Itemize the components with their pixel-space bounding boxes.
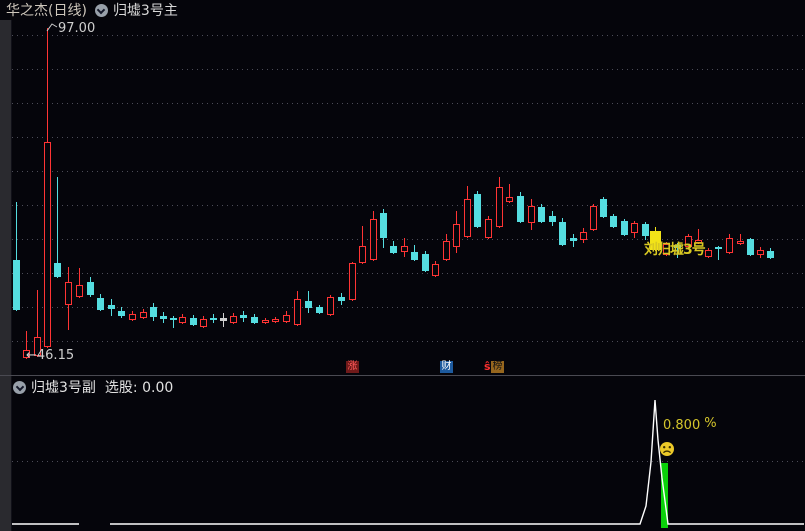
gridline: [12, 341, 805, 342]
watermark-cai-badge: 财: [440, 361, 453, 373]
gridline: [12, 171, 805, 172]
gridline: [12, 239, 805, 240]
chevron-down-circle-icon[interactable]: [94, 3, 108, 17]
watermark-zhang-badge: 涨: [346, 361, 359, 373]
panel-divider[interactable]: [0, 375, 805, 376]
main-chart-header: 华之杰(日线) 归墟3号主: [0, 0, 805, 20]
percent-label: 0.800%: [663, 416, 717, 433]
sub-indicator-label[interactable]: 归墟3号副: [31, 380, 96, 396]
stock-pick-value: 选股: 0.00: [104, 380, 174, 396]
watermark-s-arrow-icon: ŝ: [484, 360, 491, 373]
gridline: [12, 307, 805, 308]
buy-signal-text: 刘归墟3号: [644, 242, 706, 258]
gridline: [12, 103, 805, 104]
high-leader-line: [46, 23, 58, 32]
gridline: [12, 69, 805, 70]
chevron-down-circle-icon[interactable]: [13, 380, 26, 394]
sub-chart-header: 归墟3号副 选股: 0.00: [0, 377, 805, 397]
left-edge-panel: [0, 20, 12, 531]
gridline: [12, 137, 805, 138]
gridline: [12, 273, 805, 274]
gridline: [12, 205, 805, 206]
watermark-bang-badge: 榜: [491, 361, 504, 373]
sad-face-icon: [660, 442, 674, 456]
gridline: [12, 461, 805, 462]
main-indicator-label[interactable]: 归墟3号主: [112, 3, 178, 19]
gridline: [12, 35, 805, 36]
low-price-label: ←46.15: [26, 348, 75, 363]
high-price-label: 97.00: [58, 21, 96, 36]
stock-name-label: 华之杰(日线): [6, 3, 87, 19]
